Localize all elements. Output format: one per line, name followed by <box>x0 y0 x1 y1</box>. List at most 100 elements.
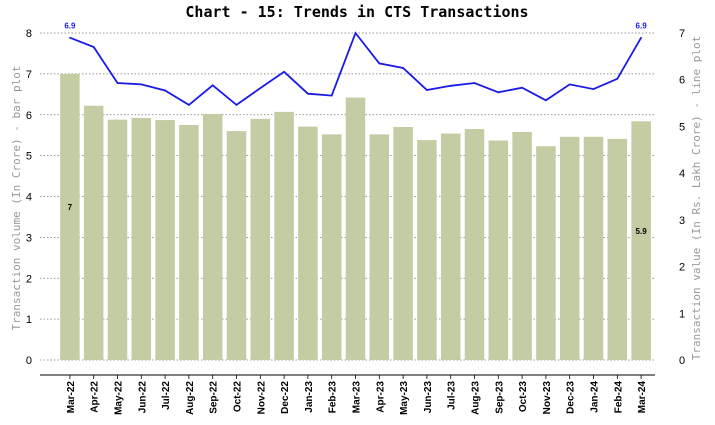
bar-Mar-23 <box>345 97 366 361</box>
line-data-label: 6.9 <box>636 22 648 31</box>
bar-Oct-23 <box>512 131 532 360</box>
left-tick-label: 8 <box>26 28 32 40</box>
bar-Feb-24 <box>607 138 628 360</box>
line-point-Sep-23 <box>497 91 500 94</box>
bar-Aug-23 <box>464 129 485 360</box>
left-tick-label: 7 <box>26 69 32 81</box>
left-tick-label: 0 <box>26 355 32 367</box>
line-point-Nov-23 <box>545 99 547 102</box>
bar-Apr-22 <box>83 105 104 360</box>
line-point-Mar-22 <box>69 36 71 39</box>
x-tick-label: Aug-23 <box>471 381 482 415</box>
bar-Nov-23 <box>536 146 556 360</box>
bar-Jun-23 <box>417 140 437 360</box>
left-tick-label: 2 <box>26 273 32 285</box>
left-tick-label: 6 <box>26 110 32 122</box>
x-tick-label: Sep-22 <box>209 381 220 414</box>
axes: 0 1 2 3 4 5 6 7 8 0 1 2 3 4 5 6 7 Mar-22 Apr-22 May-22 Jun-2… <box>26 28 685 415</box>
right-tick-label: 5 <box>679 121 685 133</box>
x-tick-label: May-22 <box>114 381 125 415</box>
line-point-Jul-23 <box>449 84 452 87</box>
line-point-Dec-22 <box>283 70 285 73</box>
line-point-Feb-24 <box>616 77 619 80</box>
bar-Jan-24 <box>583 136 604 360</box>
bar-Jul-23 <box>440 133 461 360</box>
x-tick-label: Mar-22 <box>66 381 77 414</box>
x-tick-label: Dec-23 <box>566 381 577 414</box>
bar-May-22 <box>107 119 128 360</box>
x-tick-label: Jun-22 <box>137 381 148 414</box>
x-tick-label: Oct-23 <box>518 381 529 413</box>
line-point-Dec-23 <box>568 83 571 86</box>
line-point-Apr-22 <box>92 46 95 48</box>
x-tick-label: Feb-23 <box>328 381 339 414</box>
x-tick-label: Oct-22 <box>233 381 244 413</box>
line-point-Mar-24 <box>640 36 642 39</box>
line-point-Apr-23 <box>378 62 381 65</box>
bar-Mar-24 <box>631 121 651 360</box>
bar-Dec-23 <box>559 136 580 360</box>
bar-Apr-23 <box>369 134 390 360</box>
right-axis-title: Transaction value (In Rs. Lakh Crore) - … <box>690 36 703 361</box>
line-point-Aug-22 <box>188 104 190 106</box>
bar-Nov-22 <box>250 118 271 361</box>
line-series <box>69 31 642 107</box>
x-tick-label: Nov-23 <box>542 381 553 415</box>
line-point-Aug-23 <box>473 82 476 84</box>
value-line <box>69 31 642 107</box>
x-tick-label: Aug-22 <box>185 381 196 415</box>
x-tick-label: Jul-23 <box>447 381 458 410</box>
line-point-Jul-22 <box>164 89 166 92</box>
x-tick-label: Mar-23 <box>352 381 363 414</box>
left-tick-label: 3 <box>26 232 32 244</box>
right-tick-label: 3 <box>679 215 685 227</box>
bar-Jan-23 <box>298 126 318 360</box>
x-tick-label: Apr-23 <box>375 381 386 413</box>
bar-data-label: 7 <box>68 203 73 212</box>
x-tick-label: Feb-24 <box>613 381 624 414</box>
right-tick-label: 4 <box>679 168 685 180</box>
bar-May-23 <box>393 127 413 360</box>
line-point-Sep-22 <box>211 84 214 87</box>
left-tick-label: 1 <box>26 314 32 326</box>
bar-data-label: 5.9 <box>636 227 648 236</box>
right-tick-label: 0 <box>679 355 685 367</box>
chart-title: Chart - 15: Trends in CTS Transactions <box>185 3 528 21</box>
line-point-Jan-24 <box>592 88 595 90</box>
bar-Sep-23 <box>488 140 509 360</box>
bar-Dec-22 <box>274 111 294 360</box>
line-point-May-23 <box>402 67 404 69</box>
x-tick-label: May-23 <box>399 381 410 415</box>
line-point-Jan-23 <box>307 92 309 95</box>
line-point-Nov-22 <box>259 87 262 89</box>
bar-Jul-22 <box>155 120 175 360</box>
x-tick-label: Dec-22 <box>280 381 291 414</box>
line-point-Jun-23 <box>426 89 428 91</box>
left-tick-label: 4 <box>26 192 32 204</box>
line-point-Oct-23 <box>521 86 523 89</box>
line-data-label: 6.9 <box>64 22 76 31</box>
bar-Aug-22 <box>179 124 199 360</box>
line-point-May-22 <box>116 82 119 84</box>
x-tick-label: Jun-23 <box>423 381 434 414</box>
x-tick-label: Jul-22 <box>161 381 172 410</box>
bar-Oct-22 <box>226 131 247 360</box>
right-tick-label: 2 <box>679 262 685 274</box>
right-tick-label: 1 <box>679 308 685 320</box>
x-tick-label: Apr-22 <box>90 381 101 413</box>
bar-Jun-22 <box>131 118 152 361</box>
line-point-Mar-23 <box>354 32 357 34</box>
data-labels: 7 5.9 6.9 6.9 <box>64 22 647 236</box>
x-tick-label: Jan-23 <box>304 381 315 413</box>
line-point-Feb-23 <box>330 94 333 97</box>
bar-Mar-22 <box>60 73 80 360</box>
left-axis-title: Transaction volume (In Crore) - bar plot <box>10 66 23 331</box>
right-tick-label: 7 <box>679 28 685 40</box>
x-tick-label: Sep-23 <box>494 381 505 414</box>
bar-Feb-23 <box>321 134 342 360</box>
right-tick-label: 6 <box>679 75 685 87</box>
x-tick-label: Nov-22 <box>256 381 267 415</box>
x-tick-label: Jan-24 <box>590 381 601 413</box>
bar-series <box>60 73 651 361</box>
